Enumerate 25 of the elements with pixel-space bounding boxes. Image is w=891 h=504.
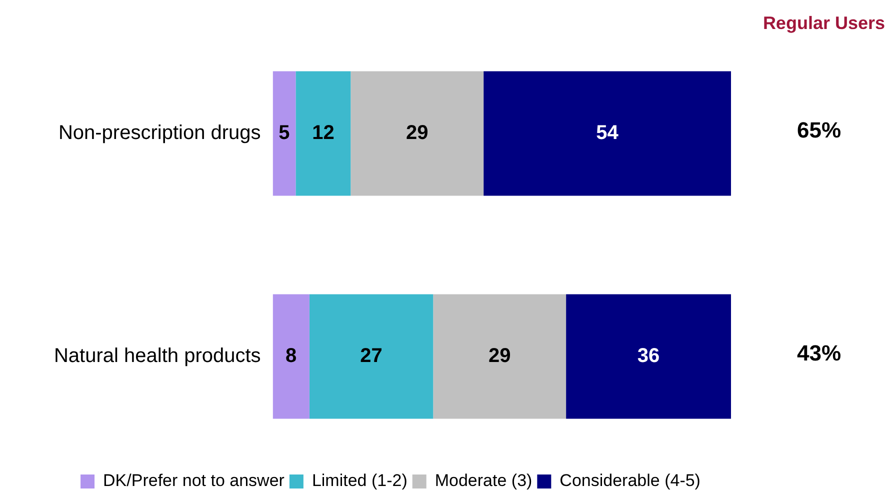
y-tick-label: Non-prescription drugs bbox=[58, 122, 261, 144]
text: 65% bbox=[796, 118, 842, 143]
legend-label: Moderate (3) bbox=[434, 471, 532, 490]
bar bbox=[296, 71, 351, 196]
legend-label: DK/Prefer not to answer bbox=[103, 471, 285, 490]
bar bbox=[484, 71, 731, 196]
bar bbox=[566, 294, 731, 419]
data-label: 36 bbox=[637, 345, 660, 368]
text: Regular Users bbox=[762, 12, 885, 33]
data-label: 29 bbox=[488, 345, 511, 368]
bar bbox=[433, 294, 566, 419]
data-label: 54 bbox=[596, 122, 620, 144]
data-label: 27 bbox=[360, 345, 382, 368]
bar bbox=[272, 71, 296, 196]
data-label: 8 bbox=[286, 345, 297, 368]
bar bbox=[350, 71, 484, 196]
bar bbox=[309, 294, 434, 419]
y-tick-label: Natural health products bbox=[54, 345, 261, 368]
data-label: 29 bbox=[406, 122, 428, 144]
data-label: 5 bbox=[278, 122, 290, 144]
legend-label: Limited (1-2) bbox=[312, 471, 408, 490]
legend-label: Considerable (4-5) bbox=[560, 471, 700, 490]
text: 43% bbox=[796, 340, 842, 366]
bar bbox=[272, 294, 310, 419]
data-label: 12 bbox=[312, 122, 334, 144]
